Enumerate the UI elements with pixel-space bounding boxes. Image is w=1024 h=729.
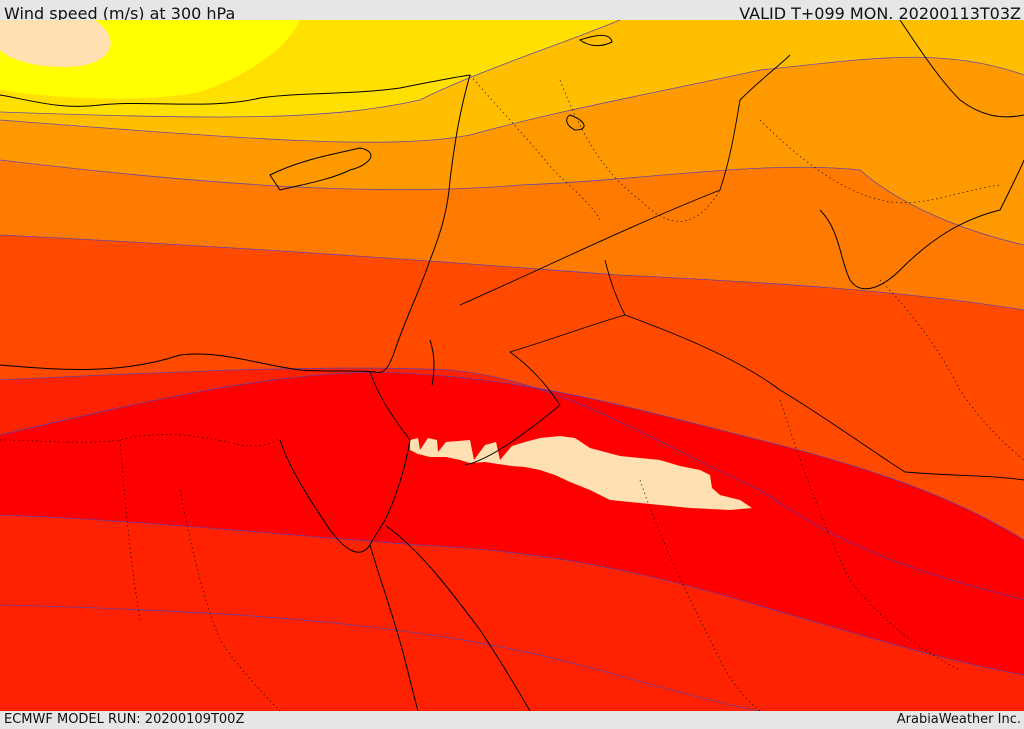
red-sea-east — [384, 524, 531, 711]
band-pale — [0, 20, 111, 67]
jet-core — [0, 372, 1024, 675]
admin-line — [879, 279, 1024, 461]
map-footer: ECMWF MODEL RUN: 20200109T00Z ArabiaWeat… — [0, 711, 1024, 729]
gulf-coast — [819, 159, 1024, 290]
isotach-line — [0, 159, 1024, 246]
map-title: Wind speed (m/s) at 300 hPa — [4, 4, 236, 20]
red-sea-west — [369, 544, 419, 711]
map-header: Wind speed (m/s) at 300 hPa VALID T+099 … — [0, 0, 1024, 20]
isotach-line — [0, 20, 621, 118]
isotach-line — [0, 371, 1024, 541]
isotach-line — [0, 234, 1024, 311]
isotach-line — [0, 604, 761, 711]
admin-line — [559, 79, 721, 222]
model-run: ECMWF MODEL RUN: 20200109T00Z — [4, 712, 245, 727]
cyprus-coast — [269, 147, 372, 191]
dead-sea — [429, 339, 435, 386]
admin-lines — [0, 74, 1024, 711]
admin-line — [469, 74, 601, 221]
coastlines — [0, 20, 1024, 711]
lake — [578, 34, 613, 47]
border-line — [624, 314, 1024, 481]
border-line — [459, 54, 791, 306]
lake — [566, 114, 585, 131]
sinai-west — [279, 439, 371, 553]
levant-coast — [374, 74, 471, 374]
admin-line — [0, 434, 281, 447]
admin-line — [179, 489, 281, 711]
isotach-line — [0, 367, 1024, 601]
gulf-aqaba — [369, 439, 411, 546]
wind-speed-map — [0, 20, 1024, 711]
iran-coast — [899, 20, 1024, 118]
jet-maximum — [410, 436, 752, 510]
border-line — [464, 259, 626, 466]
isotach-line — [0, 514, 1024, 676]
valid-time: VALID T+099 MON. 20200113T03Z — [739, 4, 1021, 20]
borders — [369, 54, 1024, 481]
credit: ArabiaWeather Inc. — [896, 712, 1021, 727]
egypt-coast — [0, 353, 376, 373]
admin-line — [119, 439, 141, 621]
isotachs — [0, 20, 1024, 711]
border-line — [369, 371, 411, 441]
turkey-coast — [0, 74, 471, 107]
isotach-line — [0, 56, 1024, 143]
